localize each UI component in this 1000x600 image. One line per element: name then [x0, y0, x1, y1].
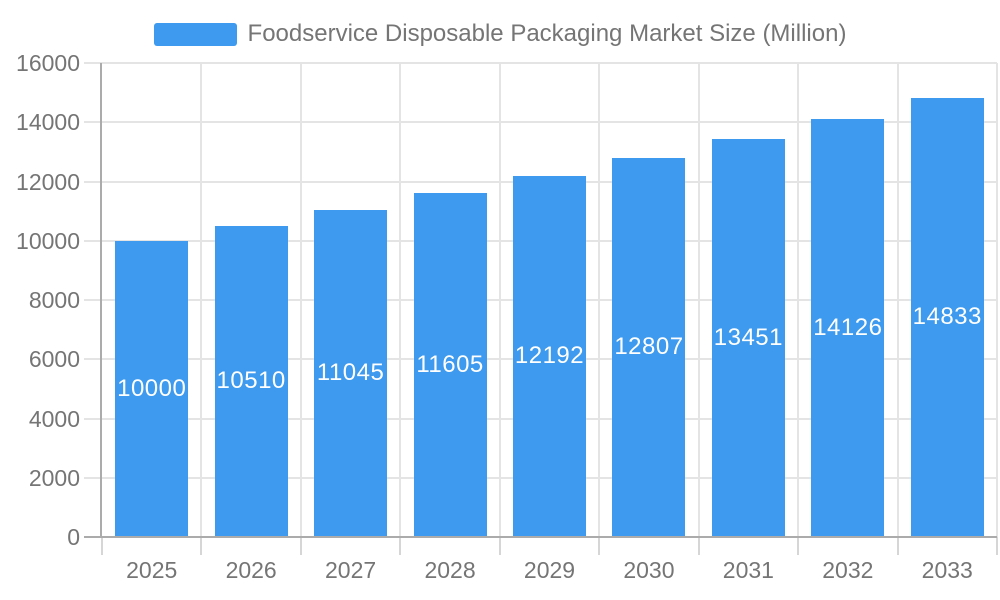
legend-label: Foodservice Disposable Packaging Market … [247, 20, 847, 47]
bar[interactable]: 14126 [811, 118, 885, 537]
bar[interactable]: 13451 [711, 138, 785, 537]
y-axis-tick [84, 180, 102, 183]
bar[interactable]: 11605 [413, 193, 487, 537]
x-axis-tick [598, 537, 601, 555]
bar[interactable]: 14833 [910, 97, 984, 537]
bar-value-label: 12807 [614, 333, 684, 361]
bar-value-label: 12192 [514, 342, 585, 370]
x-axis-label: 2029 [523, 557, 576, 583]
chart-legend[interactable]: Foodservice Disposable Packaging Market … [0, 17, 1000, 51]
bar[interactable]: 10510 [214, 225, 288, 537]
y-axis-label: 10000 [16, 227, 80, 254]
bar-value-label: 11045 [316, 359, 385, 387]
y-axis-tick [84, 536, 102, 538]
vertical-gridline [896, 63, 899, 537]
x-axis-label: 2030 [623, 557, 675, 583]
bar-value-label: 14126 [813, 313, 883, 341]
y-axis-label: 12000 [16, 168, 80, 195]
bar[interactable]: 12192 [513, 175, 586, 537]
y-axis-label: 4000 [28, 405, 80, 432]
vertical-gridline [299, 63, 302, 537]
y-axis-tick [84, 476, 102, 479]
x-axis-label: 2025 [126, 557, 178, 583]
x-axis-line [100, 536, 997, 538]
y-axis-tick [84, 358, 102, 361]
vertical-gridline [399, 63, 402, 537]
y-axis-label: 16000 [16, 50, 80, 76]
y-axis-line [100, 63, 102, 537]
bar-value-label: 14833 [912, 303, 982, 331]
x-axis-tick [101, 537, 103, 555]
vertical-gridline [498, 63, 501, 537]
bar-value-label: 10000 [117, 374, 187, 402]
bar[interactable]: 11045 [314, 209, 388, 537]
vertical-gridline [797, 63, 800, 537]
bar[interactable]: 10000 [115, 240, 189, 537]
bar-value-label: 13451 [713, 323, 783, 351]
y-axis-label: 14000 [16, 109, 80, 136]
x-axis-tick [697, 537, 700, 555]
y-axis-label: 0 [67, 524, 80, 550]
y-axis-label: 8000 [28, 287, 80, 313]
x-axis-tick [299, 537, 302, 555]
gridline [102, 121, 997, 124]
y-axis-tick [84, 299, 102, 301]
x-axis-label: 2028 [424, 557, 476, 583]
y-axis-label: 6000 [28, 346, 80, 373]
x-axis-tick [399, 537, 402, 555]
gridline [102, 62, 997, 64]
x-axis-label: 2032 [822, 557, 874, 583]
x-axis-label: 2027 [325, 557, 377, 583]
x-axis-tick [996, 537, 998, 555]
y-axis-label: 2000 [28, 464, 80, 491]
x-axis-label: 2033 [921, 557, 973, 583]
vertical-gridline [598, 63, 601, 537]
x-axis-tick [797, 537, 800, 555]
x-axis-tick [200, 537, 203, 555]
y-axis-tick [84, 121, 102, 124]
y-axis-tick [84, 417, 102, 420]
vertical-gridline [200, 63, 203, 537]
bar-value-label: 11605 [416, 351, 484, 379]
bar-value-label: 10510 [216, 367, 286, 395]
x-axis-label: 2026 [225, 557, 277, 583]
y-axis-tick [84, 62, 102, 64]
vertical-gridline [996, 63, 998, 537]
x-axis-tick [896, 537, 899, 555]
x-axis-tick [498, 537, 501, 555]
legend-swatch [153, 22, 237, 46]
bar[interactable]: 12807 [612, 157, 686, 537]
y-axis-tick [84, 239, 102, 242]
vertical-gridline [697, 63, 700, 537]
x-axis-label: 2031 [722, 557, 774, 583]
